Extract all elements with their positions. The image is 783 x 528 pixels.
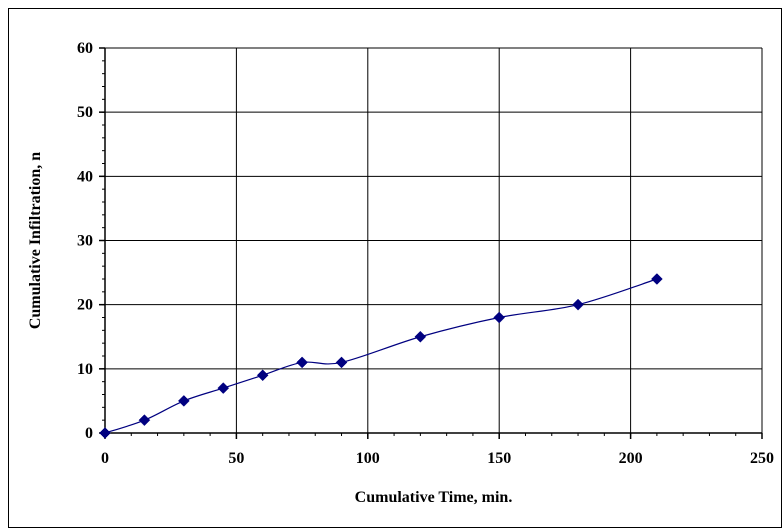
series-line <box>104 278 658 434</box>
y-tick-label: 60 <box>77 40 93 57</box>
y-tick-label: 30 <box>77 233 93 250</box>
data-point-marker <box>256 369 269 382</box>
y-tick-label: 40 <box>77 168 93 185</box>
data-point-marker <box>493 311 506 324</box>
x-tick-label: 0 <box>101 450 109 467</box>
data-point-marker <box>138 414 151 427</box>
x-axis-title: Cumulative Time, min. <box>355 489 513 506</box>
plot-area: 0 10 20 30 40 50 60 0 50 100 150 200 250 <box>77 40 774 467</box>
x-tick-label: 200 <box>619 450 643 467</box>
y-tick-label: 50 <box>77 104 93 121</box>
data-point-marker <box>177 395 190 407</box>
x-tick-label: 100 <box>356 450 380 467</box>
data-point-marker <box>296 356 308 369</box>
data-point-marker <box>335 356 348 369</box>
data-point-marker <box>99 427 111 439</box>
chart-svg: 0 10 20 30 40 50 60 0 50 100 150 200 250 Cumulative … <box>27 40 774 506</box>
data-point-marker <box>414 330 427 343</box>
y-tick-label: 10 <box>77 361 93 378</box>
x-tick-label: 150 <box>487 450 511 467</box>
chart-frame <box>8 8 782 528</box>
data-point-marker <box>572 298 584 311</box>
data-point-marker <box>217 382 230 394</box>
y-tick-label: 20 <box>77 297 93 314</box>
y-axis-title: Cumulative Infiltration, n <box>27 152 44 329</box>
x-tick-label: 50 <box>228 450 244 467</box>
data-point-marker <box>651 273 663 285</box>
y-tick-label: 0 <box>85 425 93 442</box>
x-tick-label: 250 <box>750 450 774 467</box>
